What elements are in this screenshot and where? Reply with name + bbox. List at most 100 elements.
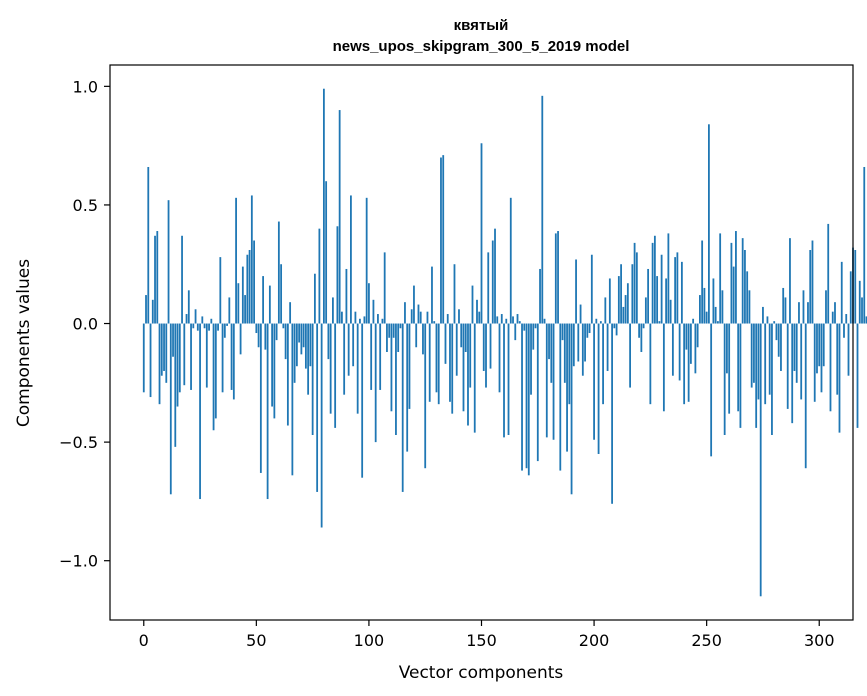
x-tick-label-5: 250 bbox=[691, 631, 722, 650]
bar-179 bbox=[545, 323, 548, 438]
bar-231 bbox=[662, 323, 665, 412]
bar-186 bbox=[561, 323, 564, 341]
bar-77 bbox=[316, 323, 319, 492]
bar-43 bbox=[239, 323, 242, 355]
bar-188 bbox=[566, 323, 568, 452]
bar-318 bbox=[858, 280, 861, 324]
bar-276 bbox=[764, 323, 767, 405]
bar-31 bbox=[212, 323, 215, 431]
bar-258 bbox=[723, 323, 726, 435]
bar-17 bbox=[181, 235, 183, 324]
bar-56 bbox=[268, 285, 271, 324]
bar-259 bbox=[726, 323, 728, 374]
bar-212 bbox=[620, 264, 622, 324]
bar-177 bbox=[541, 95, 544, 324]
bar-164 bbox=[512, 316, 514, 324]
bar-57 bbox=[271, 323, 274, 407]
bar-62 bbox=[282, 323, 285, 329]
bar-222 bbox=[642, 323, 645, 329]
bar-281 bbox=[775, 323, 778, 341]
bar-51 bbox=[257, 323, 260, 348]
bar-194 bbox=[579, 304, 582, 324]
bar-160 bbox=[503, 323, 505, 438]
bar-36 bbox=[223, 323, 226, 338]
bar-5 bbox=[154, 235, 156, 324]
bar-63 bbox=[284, 323, 287, 360]
bar-103 bbox=[374, 323, 377, 443]
plot-frame bbox=[109, 64, 854, 621]
bar-319 bbox=[861, 297, 863, 324]
bar-237 bbox=[676, 252, 679, 324]
bar-111 bbox=[392, 323, 395, 338]
bar-75 bbox=[311, 323, 314, 435]
bar-295 bbox=[807, 302, 809, 324]
bar-4 bbox=[151, 299, 154, 324]
bar-116 bbox=[404, 302, 406, 324]
bar-236 bbox=[674, 257, 677, 324]
bar-65 bbox=[289, 302, 292, 324]
bar-302 bbox=[822, 323, 825, 367]
bar-227 bbox=[653, 235, 656, 324]
bar-256 bbox=[719, 233, 722, 324]
bar-123 bbox=[419, 311, 422, 324]
bar-199 bbox=[590, 254, 593, 324]
bar-149 bbox=[478, 311, 481, 324]
bar-241 bbox=[685, 323, 688, 350]
bar-26 bbox=[201, 316, 204, 324]
bar-190 bbox=[570, 323, 573, 495]
bar-245 bbox=[694, 323, 697, 374]
bar-79 bbox=[320, 323, 323, 528]
x-tick-label-0: 0 bbox=[139, 631, 149, 650]
bar-213 bbox=[622, 306, 625, 324]
bar-304 bbox=[827, 223, 830, 324]
bar-73 bbox=[307, 323, 310, 395]
bar-184 bbox=[557, 231, 559, 324]
bar-106 bbox=[381, 318, 384, 324]
bar-16 bbox=[178, 323, 181, 393]
y-tick-label-1: −0.5 bbox=[59, 433, 98, 452]
bar-40 bbox=[232, 323, 235, 400]
bar-138 bbox=[453, 264, 456, 324]
bar-301 bbox=[820, 323, 823, 393]
bar-159 bbox=[500, 314, 503, 324]
bar-225 bbox=[649, 323, 652, 405]
bar-205 bbox=[604, 297, 607, 324]
bar-117 bbox=[406, 323, 409, 452]
bar-312 bbox=[845, 314, 848, 324]
bar-183 bbox=[554, 233, 557, 324]
bar-76 bbox=[313, 273, 316, 324]
bar-61 bbox=[280, 264, 283, 324]
bar-248 bbox=[701, 240, 704, 324]
bar-271 bbox=[753, 323, 755, 383]
bar-35 bbox=[221, 323, 224, 393]
bar-321 bbox=[865, 316, 867, 324]
bar-171 bbox=[527, 323, 530, 476]
bar-128 bbox=[431, 266, 433, 324]
y-tick-label-2: 0.0 bbox=[73, 315, 98, 334]
bar-208 bbox=[611, 323, 613, 504]
bar-203 bbox=[599, 321, 602, 324]
bar-239 bbox=[680, 261, 683, 324]
bar-238 bbox=[678, 323, 681, 381]
bar-244 bbox=[692, 318, 695, 324]
bar-180 bbox=[548, 323, 550, 360]
bar-247 bbox=[699, 295, 701, 324]
bar-122 bbox=[417, 304, 420, 324]
bar-242 bbox=[687, 323, 690, 402]
bar-265 bbox=[739, 323, 742, 428]
bar-68 bbox=[295, 323, 298, 367]
bar-82 bbox=[327, 323, 330, 360]
bar-250 bbox=[705, 311, 708, 324]
bar-234 bbox=[669, 299, 672, 324]
bar-109 bbox=[388, 323, 391, 338]
bar-154 bbox=[489, 323, 492, 369]
bar-253 bbox=[712, 278, 715, 324]
bar-71 bbox=[302, 323, 305, 348]
bar-215 bbox=[626, 283, 629, 324]
bar-28 bbox=[205, 323, 208, 388]
bar-218 bbox=[633, 242, 636, 324]
bar-284 bbox=[782, 287, 785, 324]
x-tick-label-1: 50 bbox=[246, 631, 266, 650]
bar-162 bbox=[507, 323, 510, 435]
bar-309 bbox=[838, 323, 841, 433]
